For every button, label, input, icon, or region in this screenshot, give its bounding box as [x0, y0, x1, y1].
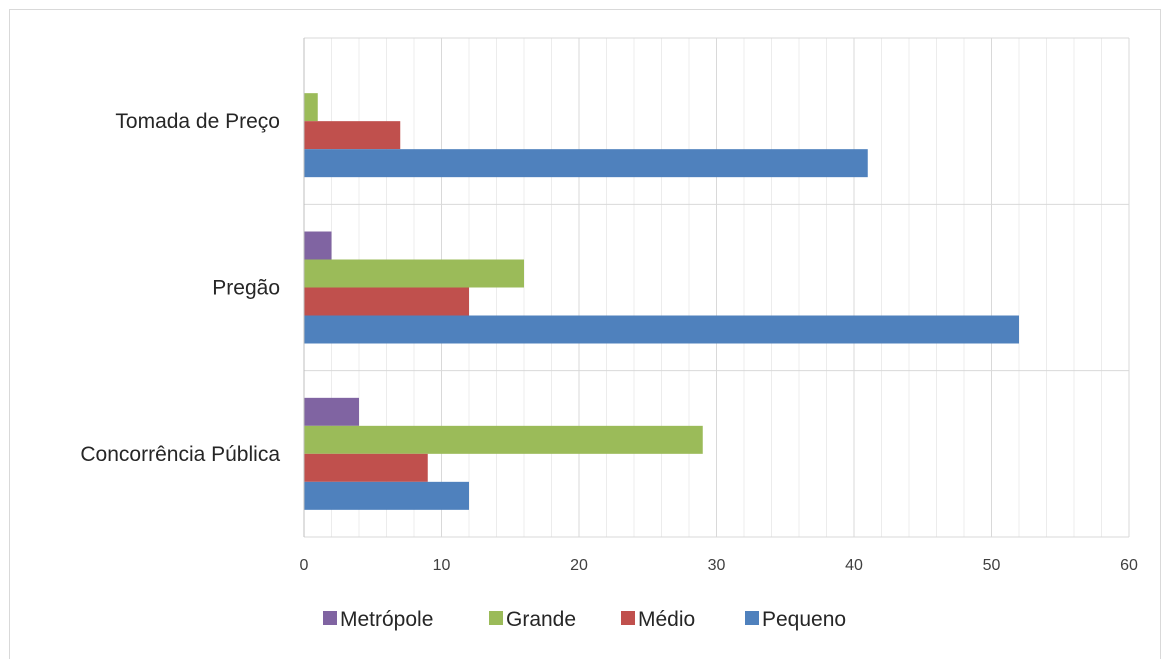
legend-label: Grande	[506, 608, 576, 631]
bar-pequeno	[304, 149, 868, 178]
x-tick-label: 40	[845, 557, 863, 574]
legend-swatch	[621, 611, 635, 625]
bar-pequeno	[304, 481, 469, 510]
x-tick-label: 0	[300, 557, 309, 574]
labels: Tomada de Preço Pregão Concorrência Públic…	[80, 110, 1138, 574]
legend-label: Metrópole	[340, 608, 433, 631]
legend-swatch	[745, 611, 759, 625]
legend-swatch	[323, 611, 337, 625]
bar-grande	[304, 259, 524, 288]
legend-swatch	[489, 611, 503, 625]
bars	[304, 93, 1019, 510]
bar-grande	[304, 425, 703, 454]
legend: Metrópole Grande Médio Pequeno	[323, 608, 846, 631]
bar-m-dio	[304, 287, 469, 316]
bar-pequeno	[304, 315, 1019, 344]
bar-grande	[304, 93, 318, 122]
x-tick-label: 50	[983, 557, 1001, 574]
x-tick-label: 10	[433, 557, 451, 574]
x-tick-label: 60	[1120, 557, 1138, 574]
bar-metr-pole	[304, 397, 359, 426]
category-label: Pregão	[212, 277, 280, 300]
bar-m-dio	[304, 453, 428, 482]
legend-label: Médio	[638, 608, 695, 631]
legend-label: Pequeno	[762, 608, 846, 631]
x-tick-label: 20	[570, 557, 588, 574]
category-label: Tomada de Preço	[115, 110, 280, 133]
bar-metr-pole	[304, 231, 332, 260]
category-label: Concorrência Pública	[80, 443, 280, 466]
x-tick-label: 30	[708, 557, 726, 574]
bar-m-dio	[304, 121, 401, 150]
